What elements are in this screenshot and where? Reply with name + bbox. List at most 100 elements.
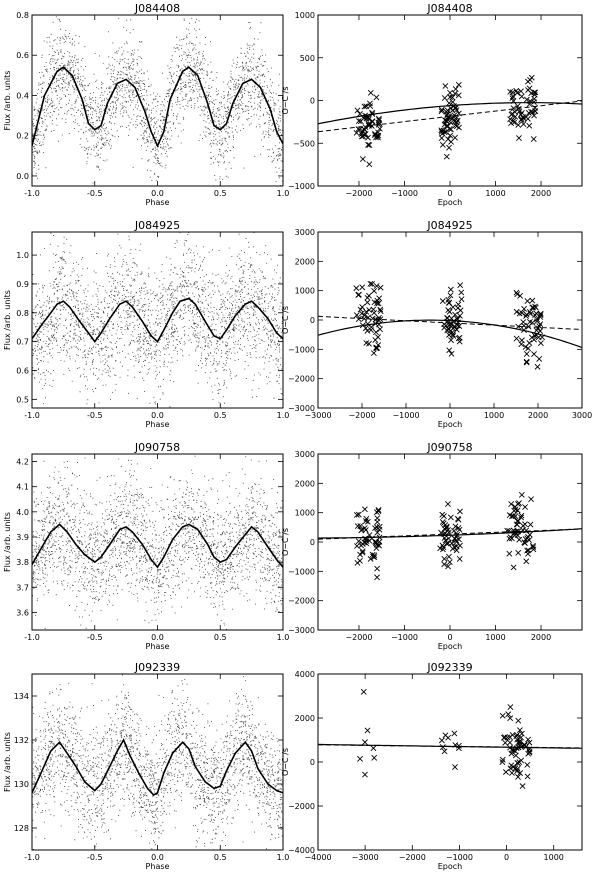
y-tick-label: 0.2 [16, 132, 29, 141]
o-c-point [518, 734, 524, 741]
o-c-point [366, 142, 373, 148]
o-c-point [506, 550, 513, 557]
o-c-point [537, 340, 544, 347]
o-c-point [523, 351, 530, 357]
o-c-point [499, 759, 506, 765]
x-tick-label: 1000 [484, 411, 504, 420]
o-c-point [457, 282, 464, 289]
o-c-point [530, 136, 537, 142]
y-tick-label: 2000 [295, 257, 315, 266]
binned-light-curve [32, 297, 283, 343]
o-c-point [526, 122, 533, 129]
y-tick-label: 128 [14, 824, 29, 833]
o-c-point [516, 310, 523, 317]
o-c-point [508, 111, 515, 118]
data-points [32, 16, 283, 186]
o-c-point [365, 134, 371, 141]
y-tick-label: 1000 [295, 509, 315, 518]
x-tick-label: −2000 [345, 189, 372, 198]
y-tick-label: 0.4 [16, 91, 29, 100]
o-c-point [513, 289, 520, 296]
o-c-point [447, 292, 454, 299]
o-c-point [457, 508, 463, 515]
o-c-point [456, 323, 463, 330]
o-c-point [447, 89, 453, 96]
o-c-point [443, 108, 450, 115]
linear-fit-line [318, 315, 582, 330]
o-c-point [451, 527, 457, 534]
o-c-point [355, 118, 362, 124]
o-c-point [446, 326, 453, 333]
o-c-point [535, 325, 541, 332]
x-tick-label: -0.5 [87, 633, 103, 642]
o-c-point [447, 514, 454, 521]
o-c-point [515, 773, 521, 780]
y-tick-label: 4000 [295, 670, 315, 679]
o-c-point [372, 525, 378, 532]
o-c-point [516, 738, 523, 745]
o-c-point [448, 540, 455, 547]
o-c-point [448, 138, 454, 145]
o-c-point [510, 105, 517, 112]
o-c-point [450, 333, 457, 339]
o-c-point [446, 559, 453, 566]
o-c-point [361, 315, 368, 322]
o-c-point [448, 119, 454, 126]
o-c-point [499, 712, 506, 719]
y-tick-label: 4.0 [16, 508, 29, 517]
x-tick-label: -1.0 [24, 633, 40, 642]
x-tick-label: 1.0 [277, 633, 290, 642]
o-c-point [515, 717, 522, 724]
o-c-point [527, 76, 533, 83]
x-axis-label: Phase [146, 642, 170, 651]
data-points [32, 674, 283, 850]
o-c-point [458, 296, 465, 303]
plot-area [318, 688, 582, 790]
o-c-point [446, 300, 452, 307]
o-c-point [370, 350, 377, 357]
o-c-point [445, 325, 451, 332]
quadratic-fit-line [318, 743, 582, 749]
o-c-point [512, 113, 519, 120]
o-c-point [517, 88, 524, 95]
o-c-point [536, 356, 543, 362]
o-c-point [457, 542, 463, 549]
o-c-point [377, 284, 384, 291]
o-c-point [522, 504, 528, 510]
y-axis-label: O−C /s [281, 748, 290, 776]
y-tick-label: 0 [310, 97, 315, 106]
o-c-point [507, 534, 514, 541]
o-c-point [514, 532, 521, 539]
o-c-point [511, 109, 518, 115]
o-c-point [373, 539, 380, 546]
o-c-point [354, 523, 361, 530]
o-c-point [359, 304, 366, 310]
o-c-point [373, 509, 380, 516]
o-c-point [513, 745, 520, 752]
o-c-point [441, 555, 448, 562]
y-tick-label: 2000 [295, 479, 315, 488]
x-axis-label: Phase [146, 862, 170, 871]
x-tick-label: -0.5 [87, 189, 103, 198]
o-c-point [508, 501, 515, 507]
o-c-point [369, 315, 376, 322]
o-c-point [358, 527, 365, 534]
o-c-point [376, 295, 383, 302]
o-c-point [531, 351, 537, 357]
o-c-point [452, 90, 458, 97]
panel-title: J084408 [426, 2, 472, 15]
y-tick-label: −3000 [288, 404, 315, 413]
o-c-point [509, 513, 515, 520]
o-c-point [507, 704, 514, 710]
plot-area [32, 674, 283, 850]
o-c-point [452, 764, 458, 770]
y-tick-label: 0.0 [16, 172, 29, 181]
o-c-point [451, 118, 458, 125]
binned-light-curve [32, 738, 283, 797]
o-c-point [364, 727, 371, 734]
y-tick-label: 130 [14, 780, 29, 789]
x-tick-label: −1000 [446, 853, 473, 862]
o-c-point [358, 310, 365, 317]
o-c-point [438, 127, 445, 134]
o-c-point [373, 283, 380, 289]
